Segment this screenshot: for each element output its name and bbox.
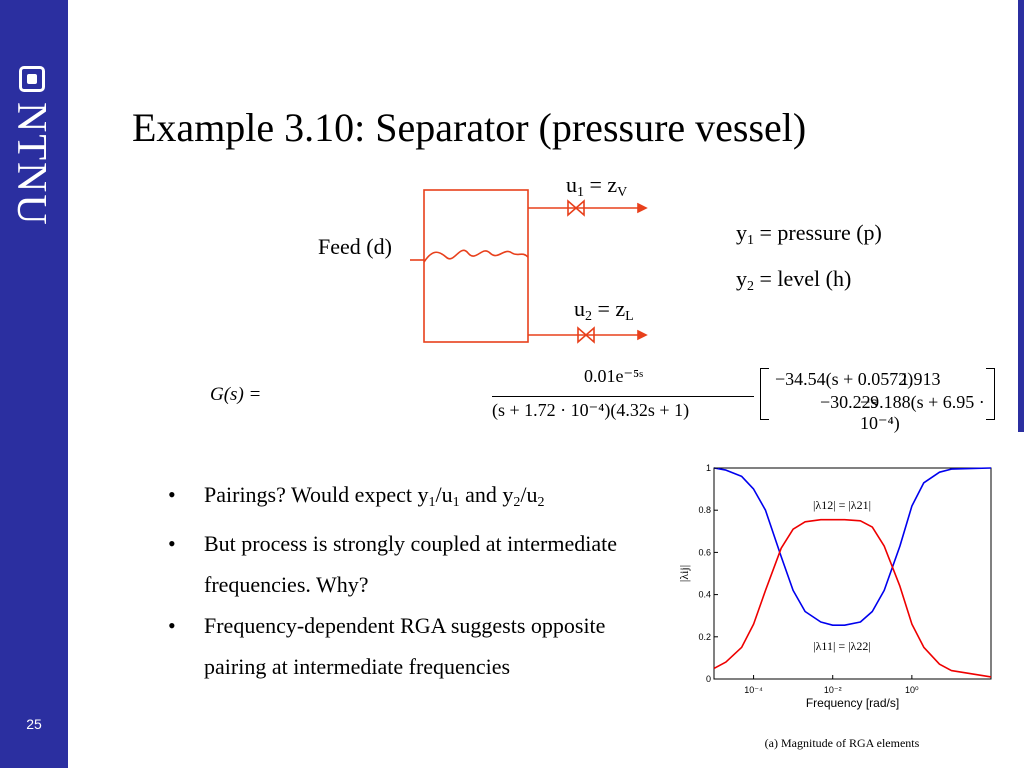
slide-number: 25 [26,716,42,732]
y-tick-label: 0 [706,674,711,684]
bullet-item: But process is strongly coupled at inter… [160,523,660,605]
matrix-12: 1.913 [900,369,941,389]
x-tick-label: 10⁻⁴ [744,685,763,695]
formula-numerator: 0.01e⁻⁵ˢ [584,366,644,386]
bullet-item: Frequency-dependent RGA suggests opposit… [160,605,660,687]
vapor-arrow-icon [637,202,648,214]
y-axis-label: |λij| [677,565,691,582]
formula-denominator: (s + 1.72 · 10⁻⁴)(4.32s + 1) [492,400,690,420]
right-border [1018,0,1024,432]
bullet-list: Pairings? Would expect y1/u1 and y2/u2 B… [160,474,660,687]
liquid-valve-icon [577,326,588,344]
matrix-11: −34.54(s + 0.0572) [775,369,914,389]
slide-title: Example 3.10: Separator (pressure vessel… [132,105,807,150]
liquid-valve-icon-b [584,326,595,344]
y-tick-label: 0.2 [698,632,711,642]
y1-label: y1 = pressure (p) [736,220,882,248]
y2-label: y2 = level (h) [736,266,852,294]
x-tick-label: 10⁻² [824,685,842,695]
annotation-lambda12: |λ12| = |λ21| [813,498,871,512]
u2-label: u2 = zL [574,296,634,324]
matrix-22: −9.188(s + 6.95 · 10⁻⁴) [860,392,985,433]
y-tick-label: 0.6 [698,547,711,557]
annotation-lambda11: |λ11| = |λ22| [813,639,871,653]
y-tick-label: 1 [706,463,711,473]
vapor-valve-icon [567,199,578,217]
vessel [423,189,529,343]
fraction-line [492,396,754,397]
bullet-item: Pairings? Would expect y1/u1 and y2/u2 [160,474,660,523]
plot-frame [713,467,992,680]
x-tick-label: 10⁰ [905,685,919,695]
transfer-function: G(s) = 0.01e⁻⁵ˢ (s + 1.72 · 10⁻⁴)(4.32s … [210,362,1000,433]
right-bracket [986,368,995,420]
separator-diagram [410,189,648,344]
sidebar: NTNU 25 [0,0,68,768]
feed-label: Feed (d) [318,234,392,259]
y-tick-label: 0.4 [698,590,711,600]
formula-lhs: G(s) = [210,384,262,405]
rga-chart: 0 0.2 0.4 0.6 0.8 1 10⁻⁴ 10⁻² 10⁰ Frequency [rad/… [677,463,992,750]
brand-name: NTNU [8,102,54,227]
series-line-1 [713,467,992,626]
y-tick-label: 0.8 [698,505,711,515]
vapor-valve-icon-b [574,199,585,217]
ntnu-logo-icon [19,66,45,92]
series-line-2 [713,518,992,678]
x-axis-label: Frequency [rad/s] [806,696,899,710]
liquid-level-wave [423,249,529,263]
liquid-arrow-icon [637,329,648,341]
u1-label: u1 = zV [566,172,628,200]
matrix-21: −30.22s [820,392,878,412]
chart-caption: (a) Magnitude of RGA elements [765,736,920,750]
left-bracket [760,368,769,420]
